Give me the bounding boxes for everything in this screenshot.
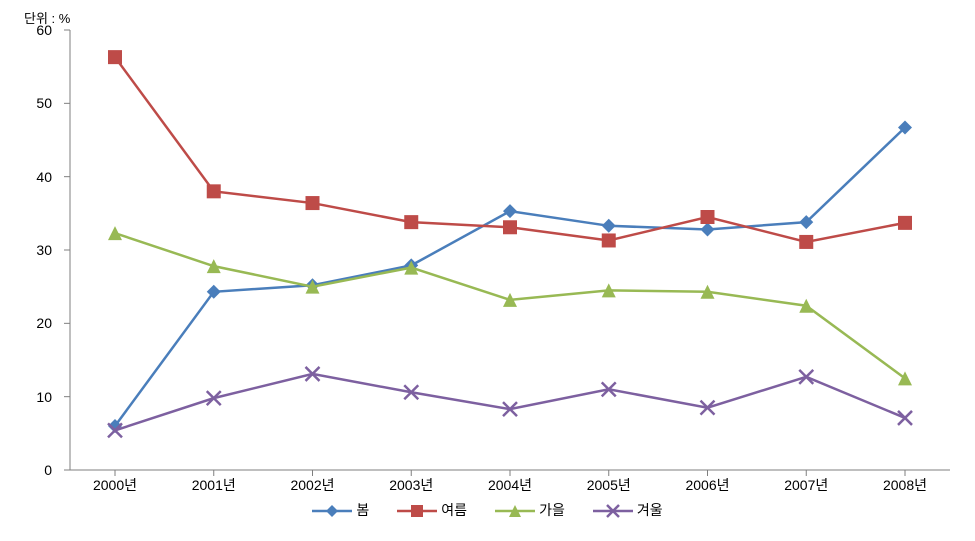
x-tick: 2002년: [290, 475, 334, 495]
triangle-marker-icon: [495, 503, 535, 519]
y-tick: 0: [44, 462, 52, 478]
x-tick: 2007년: [784, 475, 828, 495]
x-tick: 2000년: [93, 475, 137, 495]
series-line: [115, 128, 905, 426]
x-tick: 2006년: [685, 475, 729, 495]
y-tick: 30: [36, 242, 52, 258]
square-marker-icon: [397, 503, 437, 519]
x-tick: 2008년: [883, 475, 927, 495]
plot-area: [70, 30, 950, 470]
y-tick: 20: [36, 315, 52, 331]
legend-item: 가을: [495, 500, 565, 520]
y-tick: 40: [36, 169, 52, 185]
legend-label: 봄: [356, 502, 369, 518]
x-marker-icon: [593, 503, 633, 519]
legend-label: 가을: [539, 502, 565, 518]
x-tick: 2005년: [587, 475, 631, 495]
legend: 봄 여름 가을 겨울: [0, 500, 975, 520]
legend-label: 겨울: [637, 502, 663, 518]
y-tick: 60: [36, 22, 52, 38]
diamond-marker-icon: [312, 503, 352, 519]
series-line: [115, 374, 905, 430]
legend-item: 여름: [397, 500, 467, 520]
y-tick: 10: [36, 389, 52, 405]
legend-label: 여름: [441, 502, 467, 518]
plot-svg: [70, 30, 950, 470]
legend-item: 봄: [312, 500, 369, 520]
x-tick: 2004년: [488, 475, 532, 495]
legend-item: 겨울: [593, 500, 663, 520]
y-axis: 0102030405060: [0, 30, 60, 470]
chart-container: 단위 : % 0102030405060 2000년2001년2002년2003…: [0, 0, 975, 541]
x-tick: 2003년: [389, 475, 433, 495]
x-tick: 2001년: [192, 475, 236, 495]
x-axis: 2000년 2001년 2002년 2003년 2004년 2005년 2006년 2007년…: [70, 475, 950, 499]
y-tick: 50: [36, 95, 52, 111]
